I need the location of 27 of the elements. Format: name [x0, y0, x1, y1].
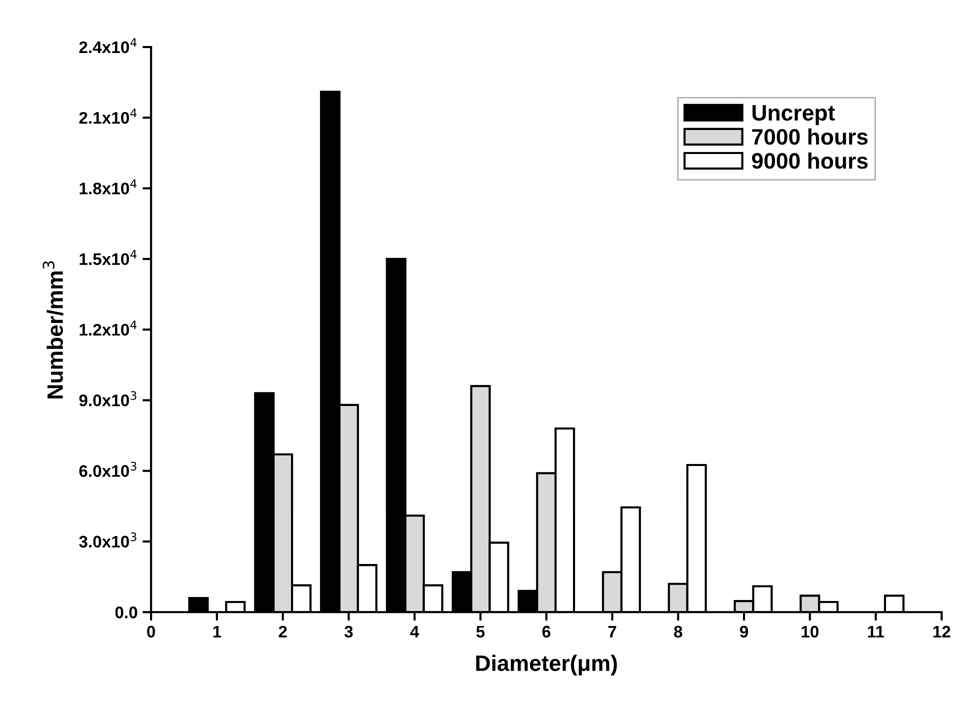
x-tick-label: 4: [410, 626, 420, 638]
x-tick-label: 11: [868, 626, 884, 638]
y-tick-label: 1.5x10$^{4}$: [80, 250, 137, 266]
x-tick-label: 9: [740, 626, 748, 638]
y-tick-label: 2.1x10$^{4}$: [79, 108, 137, 124]
legend-label: 9000 hours: [752, 152, 868, 169]
x-tick-label: 10: [802, 626, 818, 638]
legend-label: Uncrept: [752, 105, 835, 126]
y-tick-label: 3.0x10$^{3}$: [79, 532, 136, 548]
x-tick-label: 0: [147, 626, 155, 638]
y-tick-label: 2.4x10$^{4}$: [79, 38, 137, 54]
x-axis-title: Diameter(μm): [476, 654, 617, 676]
x-tick-label: 7: [608, 626, 616, 638]
x-tick-label: 3: [344, 626, 353, 638]
y-tick-label: 0.0: [115, 606, 138, 618]
x-tick-label: 12: [933, 626, 950, 638]
y-tick-label: 1.2x10$^{4}$: [80, 320, 137, 336]
x-tick-label: 2: [278, 626, 287, 638]
y-tick-label: 9.0x10$^{3}$: [79, 391, 136, 406]
x-tick-label: 8: [674, 626, 682, 638]
x-tick-label: 6: [542, 626, 550, 638]
y-axis-title: Number/mm$^{3}$: [42, 261, 64, 398]
y-tick-label: 1.8x10$^{4}$: [80, 179, 137, 194]
x-tick-label: 1: [213, 626, 222, 638]
legend-label: 7000 hours: [752, 128, 868, 145]
x-tick-label: 5: [476, 626, 485, 638]
y-tick-label: 6.0x10$^{3}$: [79, 462, 136, 477]
